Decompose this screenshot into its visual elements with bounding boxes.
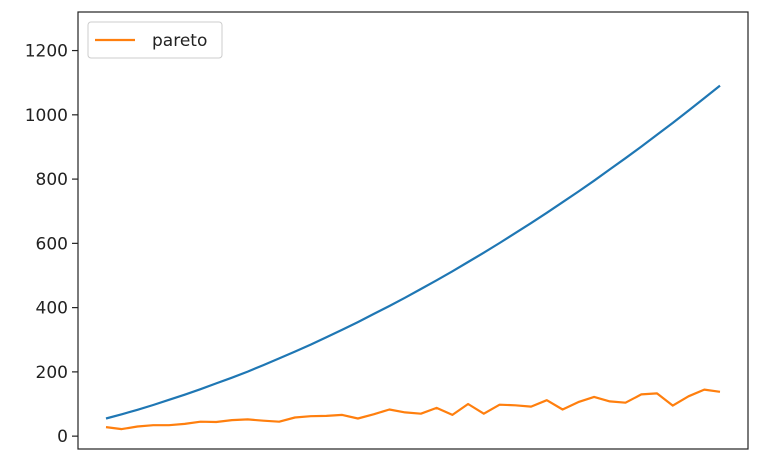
y-tick-label: 200 (36, 363, 68, 383)
y-tick-label: 1000 (25, 106, 68, 126)
y-tick-label: 1200 (25, 42, 68, 62)
series-line-1 (105, 84, 721, 420)
y-tick-label: 800 (36, 170, 68, 190)
y-tick-label: 400 (36, 299, 68, 319)
plot-frame (77, 11, 749, 450)
y-axis: 0 200 400 600 800 1000 1200 (25, 42, 78, 447)
y-tick-label: 600 (36, 234, 68, 254)
y-tick-label: 0 (57, 427, 68, 447)
legend: pareto (87, 21, 223, 59)
legend-box (87, 21, 223, 59)
series-line-pareto (105, 388, 721, 431)
series-layer (105, 84, 721, 431)
legend-label-pareto: pareto (152, 31, 207, 51)
